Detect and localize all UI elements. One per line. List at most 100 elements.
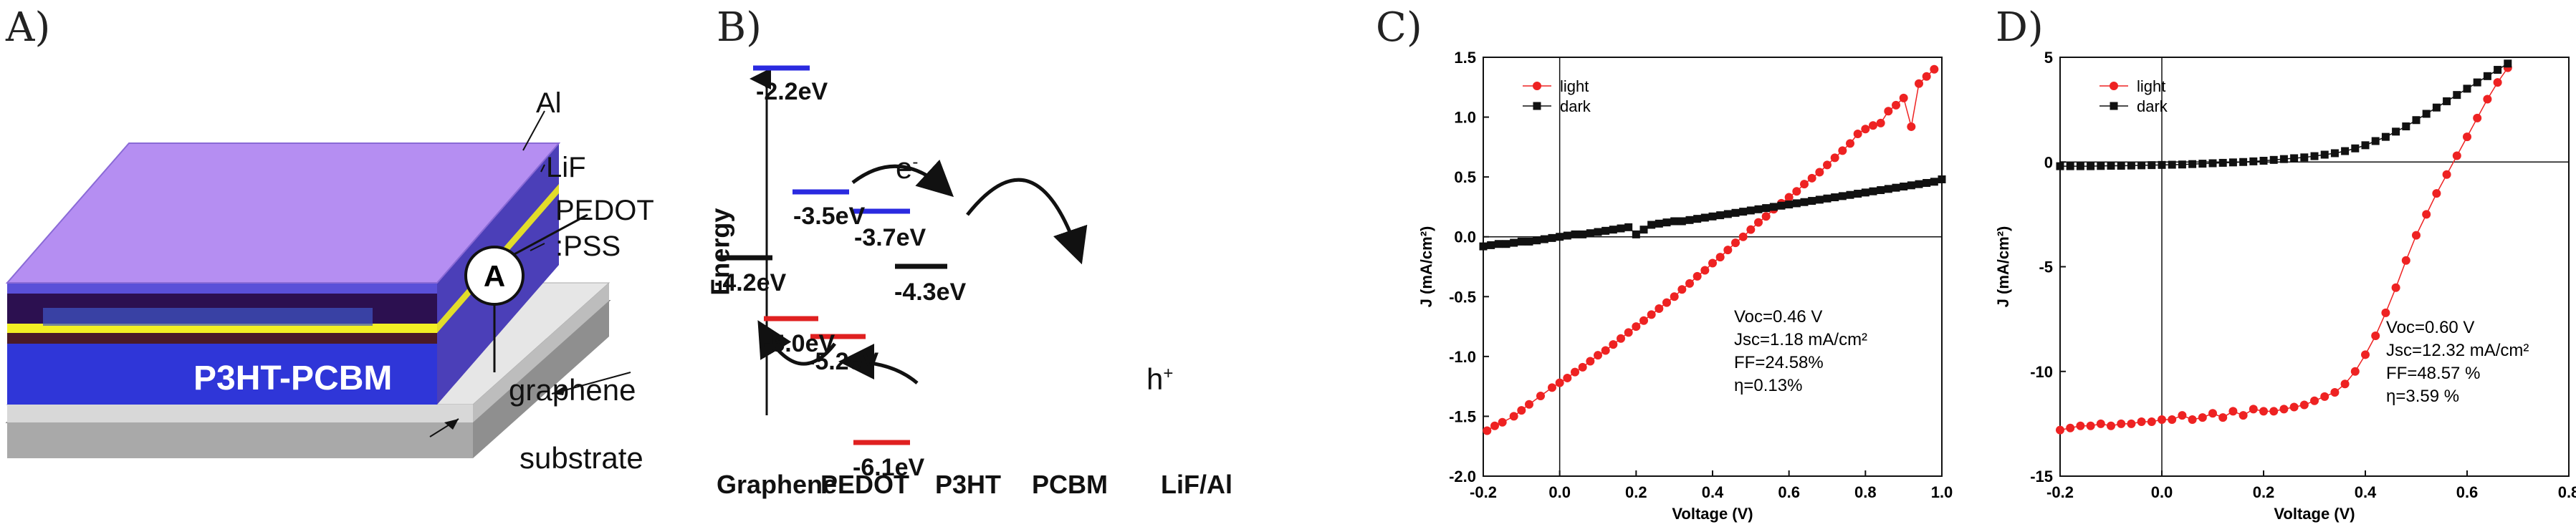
data-point-light: [2340, 379, 2350, 389]
data-point-light: [2249, 405, 2258, 414]
label-pedot: PEDOT: [555, 195, 654, 226]
data-point-dark: [1510, 238, 1518, 247]
material-label: PEDOT: [820, 470, 910, 499]
data-point-light: [2178, 411, 2187, 420]
jv-chart-c: -0.2 0.0 0.2 0.4 0.6 0.8 1.0 -2.0 -1.5 -1.0 -0.5 0.…: [1417, 49, 1953, 523]
x-tick-label: 0.2: [1625, 483, 1647, 501]
data-point-dark: [1479, 242, 1488, 251]
energy-level-label: -5.2eV: [807, 348, 879, 375]
data-point-light: [1823, 160, 1832, 170]
material-label: P3HT: [935, 470, 1002, 499]
data-point-light: [2381, 308, 2390, 317]
data-point-light: [1639, 316, 1648, 325]
y-tick-label: -0.5: [1449, 288, 1476, 306]
energy-level-label: -4.2eV: [714, 269, 787, 296]
data-point-dark: [1777, 201, 1786, 210]
data-point-light: [2361, 350, 2370, 359]
data-point-dark: [2107, 162, 2115, 170]
data-point-dark: [2422, 110, 2431, 118]
data-point-dark: [1708, 212, 1717, 221]
x-axis-label: Voltage (V): [2274, 505, 2355, 523]
data-point-light: [1490, 421, 1499, 430]
substrate-side: [473, 301, 609, 458]
data-point-light: [1807, 173, 1816, 183]
legend-entry: dark: [2137, 97, 2168, 115]
data-point-dark: [2392, 127, 2400, 136]
data-point-dark: [1540, 235, 1548, 243]
y-tick-label: -1.0: [1449, 348, 1476, 366]
material-label: PCBM: [1032, 470, 1108, 499]
data-point-dark: [2351, 144, 2360, 153]
data-point-light: [1784, 193, 1794, 202]
data-point-light: [1761, 212, 1771, 221]
data-point-light: [2279, 405, 2289, 414]
data-point-dark: [2473, 78, 2481, 87]
data-point-dark: [2269, 155, 2278, 164]
data-point-dark: [1517, 237, 1526, 246]
chart-annotation: Jsc=12.32 mA/cm²: [2386, 341, 2529, 360]
series-line-dark: [2060, 63, 2509, 167]
data-point-dark: [1502, 240, 1510, 248]
data-point-dark: [2208, 159, 2217, 168]
energy-level-label: -6.1eV: [853, 454, 925, 481]
data-point-light: [1853, 129, 1862, 138]
data-point-dark: [1854, 190, 1862, 198]
data-point-dark: [1785, 200, 1794, 209]
data-point-dark: [1838, 192, 1847, 200]
chart-annotation: Voc=0.46 V: [1734, 307, 1822, 327]
data-point-light: [1754, 218, 1763, 227]
data-point-light: [2463, 132, 2471, 142]
data-point-dark: [2330, 149, 2339, 158]
y-tick-label: -1.5: [1449, 407, 1476, 425]
data-point-light: [1861, 125, 1870, 134]
data-point-dark: [1808, 197, 1816, 205]
material-label: LiF/Al: [1161, 470, 1232, 499]
data-point-light: [1509, 412, 1518, 421]
data-point-dark: [1739, 208, 1748, 216]
data-point-dark: [1892, 183, 1900, 192]
data-point-light: [1930, 64, 1939, 74]
legend-entry: light: [1560, 77, 1589, 95]
x-tick-label: 0.0: [2151, 483, 2173, 501]
p3ht-pcbm-front: [7, 344, 437, 405]
data-point-dark: [1677, 217, 1686, 226]
data-point-light: [1670, 292, 1679, 301]
data-point-light: [1746, 225, 1756, 234]
data-point-dark: [2483, 72, 2491, 80]
graphene-front: [7, 405, 473, 422]
data-point-dark: [2443, 97, 2451, 105]
data-point-dark: [1716, 211, 1725, 220]
data-point-light: [2299, 400, 2309, 410]
data-point-dark: [1907, 181, 1915, 190]
y-tick-label: 0.0: [1454, 228, 1476, 246]
data-point-dark: [2504, 59, 2512, 68]
lif-front-yellow: [7, 324, 437, 333]
data-point-light: [1571, 367, 1579, 377]
chart-annotation: Voc=0.60 V: [2386, 318, 2474, 337]
data-point-light: [1792, 187, 1801, 196]
data-point-light: [2320, 392, 2330, 401]
chart-annotation: Jsc=1.18 mA/cm²: [1734, 330, 1867, 349]
x-tick-label: -0.2: [1470, 483, 1497, 501]
x-tick-label: 0.4: [2355, 483, 2377, 501]
data-point-light: [1800, 180, 1809, 189]
data-point-light: [1685, 279, 1694, 288]
data-point-dark: [1754, 205, 1763, 213]
data-point-dark: [1487, 241, 1495, 249]
y-tick-label: 5: [2044, 49, 2053, 67]
data-point-dark: [2361, 141, 2370, 150]
data-point-light: [2208, 409, 2217, 418]
data-point-light: [2218, 413, 2228, 422]
data-point-light: [1655, 304, 1664, 313]
data-point-light: [1708, 258, 1717, 268]
data-point-dark: [1915, 180, 1923, 188]
data-point-light: [1586, 357, 1595, 366]
data-point-light: [1624, 328, 1633, 337]
data-point-light: [1830, 153, 1839, 163]
material-label: Graphene: [717, 470, 838, 499]
substrate-front: [7, 422, 473, 458]
data-point-dark: [2290, 154, 2299, 163]
data-point-light: [1915, 79, 1923, 88]
panel-c-label: C): [1376, 4, 1422, 51]
panel-c: C) -0.2 0.0 0.2 0.4 0.6 0.8 1.0 -2.0 -1.5 -1.0 -0.…: [1318, 0, 1953, 532]
